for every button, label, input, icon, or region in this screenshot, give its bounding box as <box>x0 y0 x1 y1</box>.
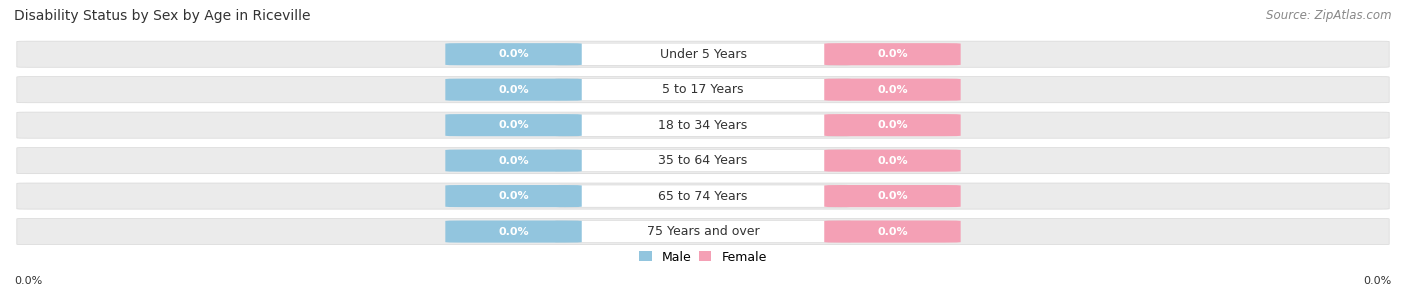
Text: 0.0%: 0.0% <box>877 85 908 95</box>
FancyBboxPatch shape <box>446 185 582 207</box>
FancyBboxPatch shape <box>17 77 1389 103</box>
FancyBboxPatch shape <box>555 43 851 65</box>
FancyBboxPatch shape <box>555 79 851 101</box>
FancyBboxPatch shape <box>824 185 960 207</box>
Text: 0.0%: 0.0% <box>877 49 908 59</box>
FancyBboxPatch shape <box>446 114 582 136</box>
Text: 0.0%: 0.0% <box>498 120 529 130</box>
FancyBboxPatch shape <box>824 79 960 101</box>
FancyBboxPatch shape <box>17 112 1389 138</box>
FancyBboxPatch shape <box>824 220 960 243</box>
FancyBboxPatch shape <box>17 219 1389 245</box>
Legend: Male, Female: Male, Female <box>634 246 772 268</box>
FancyBboxPatch shape <box>17 183 1389 209</box>
Text: 0.0%: 0.0% <box>498 156 529 166</box>
Text: 0.0%: 0.0% <box>498 226 529 237</box>
Text: Source: ZipAtlas.com: Source: ZipAtlas.com <box>1267 9 1392 22</box>
Text: Under 5 Years: Under 5 Years <box>659 48 747 61</box>
FancyBboxPatch shape <box>555 185 851 207</box>
Text: 0.0%: 0.0% <box>498 191 529 201</box>
Text: 5 to 17 Years: 5 to 17 Years <box>662 83 744 96</box>
Text: Disability Status by Sex by Age in Riceville: Disability Status by Sex by Age in Ricev… <box>14 9 311 23</box>
FancyBboxPatch shape <box>555 220 851 243</box>
Text: 0.0%: 0.0% <box>877 120 908 130</box>
FancyBboxPatch shape <box>555 150 851 172</box>
FancyBboxPatch shape <box>17 147 1389 174</box>
Text: 35 to 64 Years: 35 to 64 Years <box>658 154 748 167</box>
FancyBboxPatch shape <box>555 114 851 136</box>
Text: 65 to 74 Years: 65 to 74 Years <box>658 190 748 202</box>
FancyBboxPatch shape <box>446 220 582 243</box>
FancyBboxPatch shape <box>446 43 582 65</box>
FancyBboxPatch shape <box>17 41 1389 67</box>
FancyBboxPatch shape <box>824 43 960 65</box>
FancyBboxPatch shape <box>824 114 960 136</box>
FancyBboxPatch shape <box>446 150 582 172</box>
FancyBboxPatch shape <box>446 79 582 101</box>
Text: 0.0%: 0.0% <box>877 226 908 237</box>
Text: 75 Years and over: 75 Years and over <box>647 225 759 238</box>
FancyBboxPatch shape <box>824 150 960 172</box>
Text: 18 to 34 Years: 18 to 34 Years <box>658 119 748 132</box>
Text: 0.0%: 0.0% <box>877 156 908 166</box>
Text: 0.0%: 0.0% <box>498 49 529 59</box>
Text: 0.0%: 0.0% <box>1364 276 1392 286</box>
Text: 0.0%: 0.0% <box>877 191 908 201</box>
Text: 0.0%: 0.0% <box>14 276 42 286</box>
Text: 0.0%: 0.0% <box>498 85 529 95</box>
